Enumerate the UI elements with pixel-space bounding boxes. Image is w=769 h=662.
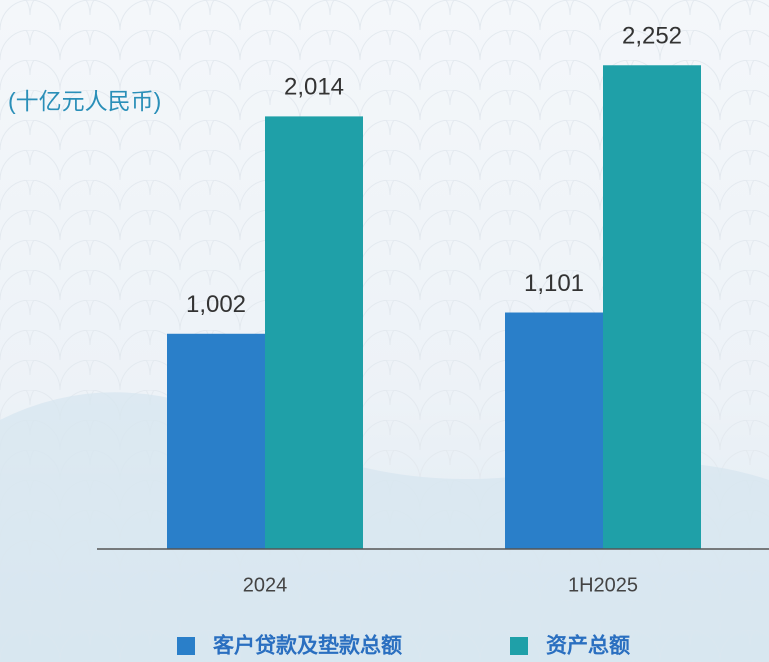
- x-tick-label: 1H2025: [568, 574, 638, 596]
- legend-label: 资产总额: [546, 634, 630, 658]
- value-label: 2,252: [622, 23, 682, 50]
- value-label: 2,014: [284, 74, 344, 101]
- legend-swatch: [177, 637, 195, 655]
- bar: [167, 333, 265, 549]
- legend-label: 客户贷款及垫款总额: [213, 634, 402, 658]
- bar: [603, 65, 701, 550]
- bar: [505, 312, 603, 549]
- value-label: 1,002: [186, 291, 246, 318]
- x-tick-label: 2024: [243, 574, 288, 596]
- legend-swatch: [510, 637, 528, 655]
- value-label: 1,101: [524, 270, 584, 297]
- bar: [265, 116, 363, 550]
- unit-label: (十亿元人民币): [8, 88, 161, 114]
